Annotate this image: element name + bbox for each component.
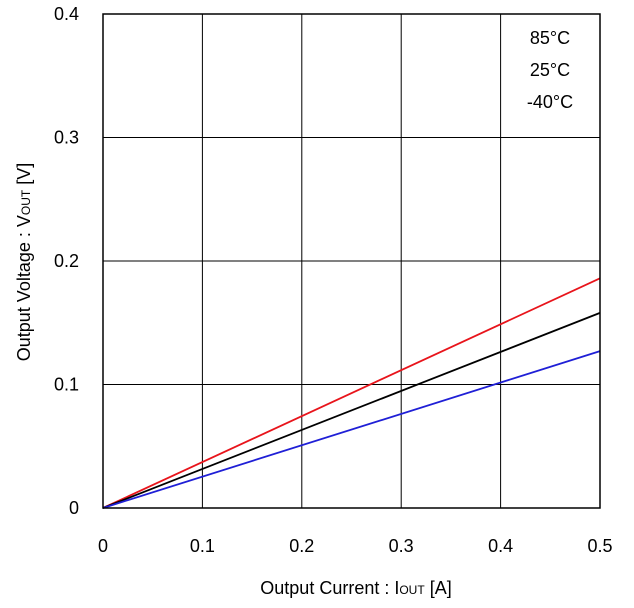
- y-axis-label-main: Output Voltage : V: [14, 215, 34, 361]
- plot-frame: [102, 13, 601, 509]
- x-tick-label: 0.4: [488, 536, 513, 556]
- series-line: [102, 277, 601, 509]
- y-tick-label: 0.1: [54, 375, 79, 395]
- x-axis-label-main: Output Current : I: [260, 578, 399, 598]
- y-tick-label: 0.2: [54, 251, 79, 271]
- x-axis-label: Output Current : IOUT [A]: [260, 578, 451, 598]
- legend-25c: 25°C: [530, 60, 570, 80]
- y-tick-labels: 0 0.1 0.2 0.3 0.4: [54, 4, 79, 518]
- legend-minus40c: -40°C: [527, 92, 573, 112]
- y-axis-label-unit: [V]: [14, 163, 34, 190]
- x-axis-label-sub: OUT: [399, 583, 425, 597]
- x-tick-label: 0.3: [389, 536, 414, 556]
- series-line: [102, 312, 601, 509]
- y-tick-label: 0.4: [54, 4, 79, 24]
- y-tick-label: 0.3: [54, 128, 79, 148]
- x-tick-label: 0.2: [289, 536, 314, 556]
- y-axis-label-sub: OUT: [19, 189, 33, 215]
- y-axis-label: Output Voltage : VOUT [V]: [14, 163, 34, 361]
- x-tick-label: 0: [98, 536, 108, 556]
- grid: [103, 14, 600, 508]
- x-tick-label: 0.5: [587, 536, 612, 556]
- series-line: [102, 350, 601, 509]
- legend-85c: 85°C: [530, 28, 570, 48]
- series-lines: [102, 277, 601, 509]
- y-tick-label: 0: [69, 498, 79, 518]
- x-axis-label-unit: [A]: [425, 578, 452, 598]
- x-tick-labels: 0 0.1 0.2 0.3 0.4 0.5: [98, 536, 613, 556]
- x-tick-label: 0.1: [190, 536, 215, 556]
